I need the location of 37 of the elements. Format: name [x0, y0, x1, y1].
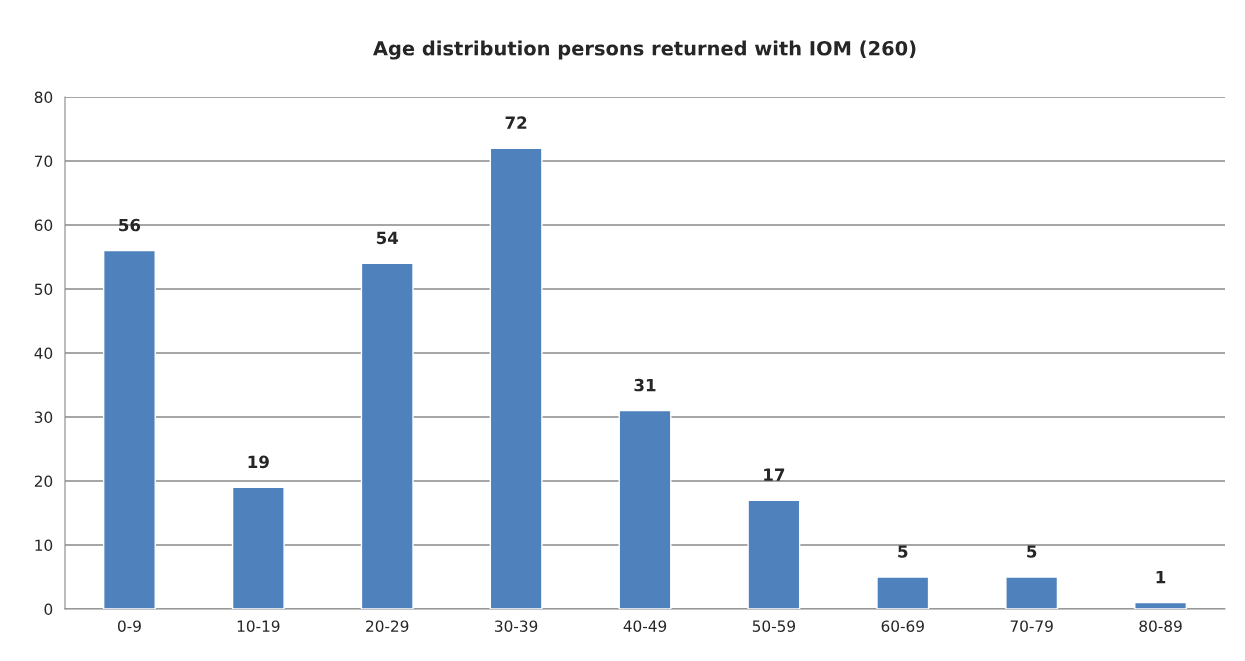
bar	[1134, 601, 1188, 609]
bar	[876, 576, 930, 609]
y-tick-label: 70	[35, 155, 53, 168]
bar	[1005, 576, 1059, 609]
bar	[102, 249, 156, 609]
bar	[360, 262, 414, 609]
x-tick-label: 70-79	[1010, 620, 1053, 632]
y-tick-label: 20	[34, 475, 53, 488]
x-tick-label: 0-9	[117, 620, 141, 632]
x-tick-label: 10-19	[237, 620, 280, 632]
y-tick-label: 80	[34, 91, 53, 104]
data-label: 54	[376, 231, 399, 245]
bar	[747, 499, 801, 609]
data-label: 56	[119, 218, 141, 232]
y-tick-label: 60	[34, 219, 53, 232]
data-label: 19	[248, 455, 269, 469]
y-tick-label: 10	[35, 539, 53, 552]
y-tick-label: 30	[34, 411, 53, 424]
data-label: 31	[634, 378, 656, 392]
x-tick-label: 50-59	[752, 620, 796, 632]
y-tick-label: 40	[34, 347, 53, 360]
y-tick-label: 0	[44, 603, 53, 616]
bar	[231, 486, 285, 609]
y-tick-label: 50	[34, 283, 53, 296]
x-tick-label: 80-89	[1139, 620, 1182, 632]
data-label: 72	[505, 116, 527, 129]
x-tick-label: 30-39	[495, 620, 538, 632]
bar	[489, 147, 543, 609]
data-label: 5	[898, 545, 908, 558]
data-label: 17	[764, 468, 785, 481]
data-label: 5	[1027, 545, 1037, 558]
x-tick-label: 20-29	[366, 620, 409, 632]
x-tick-label: 60-69	[881, 620, 924, 632]
chart-title: Age distribution persons returned with IOM (260)	[373, 40, 916, 60]
bar	[618, 409, 672, 609]
data-label: 1	[1156, 570, 1166, 584]
x-tick-label: 40-49	[623, 620, 667, 632]
